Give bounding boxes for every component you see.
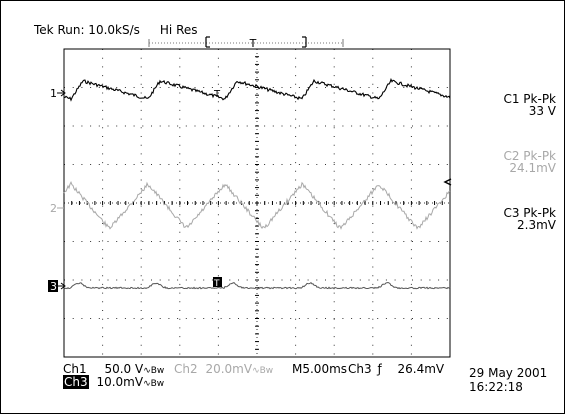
measurement-c3-label: C3 Pk-Pk	[503, 206, 556, 220]
measurement-c1-value: 33 V	[528, 104, 556, 118]
date-label: 29 May 2001	[469, 366, 548, 380]
ch1-waveform	[63, 77, 451, 102]
ch2-name: Ch2	[174, 362, 198, 376]
ch1-name: Ch1	[63, 362, 87, 376]
measurement-c2-value: 24.1mV	[509, 161, 556, 175]
ch3-scale: 10.0mV	[96, 375, 144, 389]
measurement-c3: C3 Pk-Pk 2.3mV	[466, 207, 556, 231]
ch2-marker[interactable]: 2	[50, 202, 64, 215]
ch2-waveform	[63, 180, 451, 230]
trigger-level-arrow[interactable]	[443, 178, 452, 186]
measurement-c2-label: C2 Pk-Pk	[503, 149, 556, 163]
ch3-name: Ch3	[63, 375, 89, 389]
ch2-marker-label: 2	[50, 202, 57, 215]
ch3-marker[interactable]: 3	[48, 280, 66, 293]
trigger-slope-icon: ƒ	[377, 362, 382, 376]
time-label: 16:22:18	[469, 380, 523, 394]
graticule-grid	[63, 48, 451, 358]
trigger-level: 26.4mV	[397, 362, 445, 376]
ch1-coupling-icon: ∿Bw	[143, 366, 165, 376]
ch3-trigger-marker-label: T	[213, 279, 220, 289]
run-status: Tek Run: 10.0kS/s	[34, 23, 140, 37]
measurement-c3-value: 2.3mV	[517, 218, 556, 232]
ch2-scale: 20.0mV	[205, 362, 253, 376]
ch3-scale-readout: Ch3 10.0mV∿Bw	[63, 375, 164, 389]
trigger-source: Ch3	[348, 362, 372, 376]
measurement-c2: C2 Pk-Pk 24.1mV	[466, 150, 556, 174]
ch1-scale-readout: Ch1 50.0 V∿Bw	[63, 362, 164, 376]
ch1-marker-label: 1	[50, 87, 57, 100]
trigger-bracket-label: T	[249, 37, 257, 50]
acquisition-mode: Hi Res	[159, 23, 198, 37]
ch1-marker[interactable]: 1	[50, 87, 66, 100]
acquisition-status: Tek Run: 10.0kS/s Hi Res	[34, 23, 198, 37]
timebase-readout: M5.00ms	[292, 362, 348, 376]
ch1-trigger-marker: T	[213, 89, 221, 100]
datetime-readout: 29 May 2001 16:22:18	[469, 366, 547, 394]
ch2-scale-readout: Ch2 20.0mV∿Bw	[174, 362, 273, 376]
trigger-position-bracket: T	[148, 36, 344, 50]
trigger-readout: Ch3 ƒ 26.4mV	[348, 362, 444, 376]
ch3-marker-label: 3	[50, 280, 57, 293]
measurement-c1-label: C1 Pk-Pk	[503, 92, 556, 106]
ch3-waveform	[63, 281, 451, 290]
ch3-coupling-icon: ∿Bw	[143, 379, 165, 389]
ch3-trigger-marker[interactable]: T	[213, 277, 222, 289]
ch2-coupling-icon: ∿Bw	[252, 366, 274, 376]
measurement-c1: C1 Pk-Pk 33 V	[466, 93, 556, 117]
ch1-scale: 50.0 V	[104, 362, 144, 376]
